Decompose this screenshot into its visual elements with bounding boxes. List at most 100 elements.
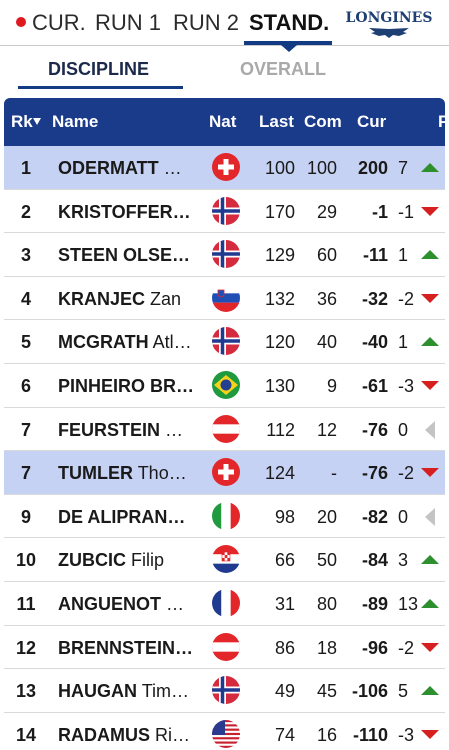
norway-flag-icon — [212, 676, 240, 705]
table-row[interactable]: 4 KRANJEC Zan 132 36 -32 -2 — [4, 276, 445, 321]
table-row[interactable]: 2 KRISTOFFER… 170 29 -1 -1 — [4, 189, 445, 234]
standings-table: Rk Name Nat Last Com Cur P 1 ODERMATT … 10… — [4, 98, 449, 750]
name-spacer — [160, 420, 165, 440]
col-com-header[interactable]: Com — [304, 112, 342, 131]
trend-unchanged-icon — [425, 507, 435, 526]
last-value: 112 — [266, 419, 295, 440]
last-value: 132 — [264, 288, 295, 309]
athlete-name[interactable]: MCGRATH Atl… — [58, 332, 194, 353]
table-row[interactable]: 6 PINHEIRO BR… 130 9 -61 -3 — [4, 363, 445, 408]
table-row[interactable]: 1 ODERMATT … 100 100 200 7 — [4, 146, 445, 190]
athlete-last-name: KRANJEC — [58, 288, 146, 309]
tab-current[interactable]: CUR. — [32, 10, 86, 35]
trend-unchanged-icon — [425, 420, 435, 439]
position-change: 7 — [398, 158, 409, 178]
athlete-name[interactable]: ZUBCIC Filip — [58, 550, 194, 571]
usa-flag-icon — [212, 719, 240, 748]
last-value: 98 — [274, 506, 295, 527]
athlete-last-name: ANGUENOT — [58, 593, 161, 614]
last-value: 100 — [264, 158, 295, 178]
table-row[interactable]: 9 DE ALIPRAN… 98 20 -82 0 — [4, 494, 445, 539]
com-value: 40 — [316, 332, 337, 353]
trend-up-icon — [421, 163, 439, 172]
cur-value: -40 — [361, 332, 388, 353]
athlete-first-name: Zan — [150, 288, 182, 309]
table-row[interactable]: 7 FEURSTEIN P… 112 12 -76 0 — [4, 407, 445, 452]
tab-run-1[interactable]: RUN 1 — [95, 10, 162, 35]
active-tab-indicator — [244, 41, 332, 45]
athlete-name[interactable]: KRISTOFFER… — [58, 202, 194, 223]
winged-hourglass-icon — [369, 28, 409, 38]
col-name-header[interactable]: Name — [52, 112, 99, 131]
rank-cell: 1 — [20, 158, 31, 178]
athlete-name[interactable]: ODERMATT … — [58, 158, 194, 179]
subtab-discipline[interactable]: DISCIPLINE — [48, 59, 150, 79]
col-cur-header[interactable]: Cur — [357, 112, 387, 131]
france-flag-icon — [212, 588, 240, 617]
trend-down-icon — [421, 468, 439, 478]
sort-desc-icon — [33, 118, 41, 125]
rank-cell: 9 — [20, 506, 31, 527]
table-row[interactable]: 11 ANGUENOT L… 31 80 -89 13 — [4, 581, 445, 626]
athlete-name[interactable]: RADAMUS Ri… — [58, 725, 194, 746]
last-value: 86 — [274, 637, 295, 658]
rank-cell: 7 — [20, 419, 31, 440]
trend-down-icon — [421, 642, 439, 652]
athlete-last-name: STEEN OLSE… — [58, 245, 191, 266]
col-nation-header[interactable]: Nat — [209, 112, 237, 131]
table-row[interactable]: 3 STEEN OLSE… 129 60 -11 1 — [4, 233, 445, 277]
last-value: 31 — [274, 593, 295, 614]
cur-value: -84 — [361, 550, 388, 571]
athlete-last-name: DE ALIPRAN… — [58, 506, 186, 527]
athlete-name[interactable]: DE ALIPRAN… — [58, 507, 194, 528]
austria-flag-icon — [212, 414, 240, 443]
com-value: 12 — [316, 419, 337, 440]
results-tabs: CUR. RUN 1 RUN 2 STAND. LONGINES — [0, 0, 449, 52]
athlete-first-name: Tho… — [137, 463, 187, 484]
athlete-last-name: KRISTOFFER… — [58, 201, 191, 222]
position-change: 5 — [398, 681, 409, 702]
athlete-name[interactable]: PINHEIRO BR… — [58, 376, 194, 397]
table-body: 1 ODERMATT … 100 100 200 7 2 KRISTOFFER… 170 29-… — [4, 146, 445, 750]
athlete-name[interactable]: HAUGAN Tim… — [58, 681, 194, 702]
rank-cell: 12 — [15, 637, 37, 658]
subtab-overall[interactable]: OVERALL — [240, 59, 327, 79]
athlete-name[interactable]: TUMLER Tho… — [58, 463, 194, 484]
table-row[interactable]: 14 RADAMUS Ri… 74 16 -110 -3 — [4, 712, 445, 750]
athlete-last-name: BRENNSTEIN… — [58, 637, 194, 658]
tab-standings[interactable]: STAND. — [249, 10, 330, 35]
col-last-header[interactable]: Last — [259, 112, 294, 131]
col-position-header[interactable]: P — [438, 112, 449, 131]
cur-value: -76 — [361, 463, 388, 484]
com-value: 9 — [326, 375, 337, 396]
athlete-name[interactable]: STEEN OLSE… — [58, 245, 194, 266]
table-row[interactable]: 10 ZUBCIC Filip 66 50 -84 3 — [4, 538, 445, 582]
table-row[interactable]: 12 BRENNSTEIN… 86 18 -96 -2 — [4, 625, 445, 670]
athlete-name[interactable]: ANGUENOT L… — [58, 594, 194, 615]
athlete-name[interactable]: BRENNSTEIN… — [58, 638, 194, 659]
trend-up-icon — [421, 337, 439, 347]
com-value: 45 — [316, 681, 337, 702]
athlete-first-name: Ri… — [155, 724, 191, 745]
com-value: - — [331, 463, 337, 484]
last-value: 130 — [264, 375, 295, 396]
com-value: 20 — [316, 506, 337, 527]
table-row[interactable]: 7 TUMLER Tho… 124 - -76 -2 — [4, 451, 445, 495]
rank-cell: 4 — [20, 288, 31, 309]
col-rank-header[interactable]: Rk — [11, 112, 33, 131]
switzerland-flag-icon — [212, 458, 240, 487]
athlete-name[interactable]: KRANJEC Zan — [58, 289, 194, 310]
name-spacer — [161, 594, 166, 614]
cur-value: -11 — [362, 245, 388, 266]
rank-cell: 6 — [20, 375, 31, 396]
tab-run-2[interactable]: RUN 2 — [173, 10, 240, 35]
brazil-flag-icon — [212, 370, 240, 399]
norway-flag-icon — [212, 196, 240, 225]
rank-cell: 5 — [20, 332, 31, 353]
norway-flag-icon — [212, 327, 240, 356]
active-tab-caret-icon — [281, 45, 297, 52]
cur-value: -32 — [361, 288, 388, 309]
table-row[interactable]: 5 MCGRATH Atl… 120 40 -40 1 — [4, 320, 445, 364]
athlete-name[interactable]: FEURSTEIN P… — [58, 420, 194, 441]
table-row[interactable]: 13 HAUGAN Tim… 49 45 -106 5 — [4, 669, 445, 713]
